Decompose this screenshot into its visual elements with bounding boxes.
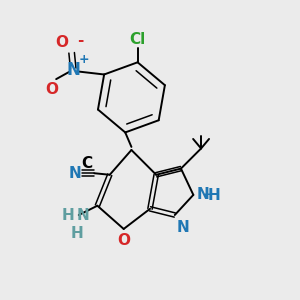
Text: N: N: [76, 208, 89, 223]
Text: O: O: [117, 233, 130, 248]
Text: -: -: [204, 185, 211, 204]
Text: +: +: [79, 53, 89, 66]
Text: N: N: [66, 61, 80, 80]
Text: H: H: [208, 188, 220, 203]
Text: N: N: [68, 166, 81, 181]
Text: -: -: [77, 33, 84, 48]
Text: N: N: [176, 220, 189, 235]
Text: O: O: [45, 82, 58, 97]
Text: N: N: [197, 187, 210, 202]
Text: C: C: [82, 156, 93, 171]
Text: H: H: [70, 226, 83, 241]
Text: O: O: [56, 35, 68, 50]
Text: H: H: [61, 208, 74, 223]
Text: Cl: Cl: [130, 32, 146, 47]
